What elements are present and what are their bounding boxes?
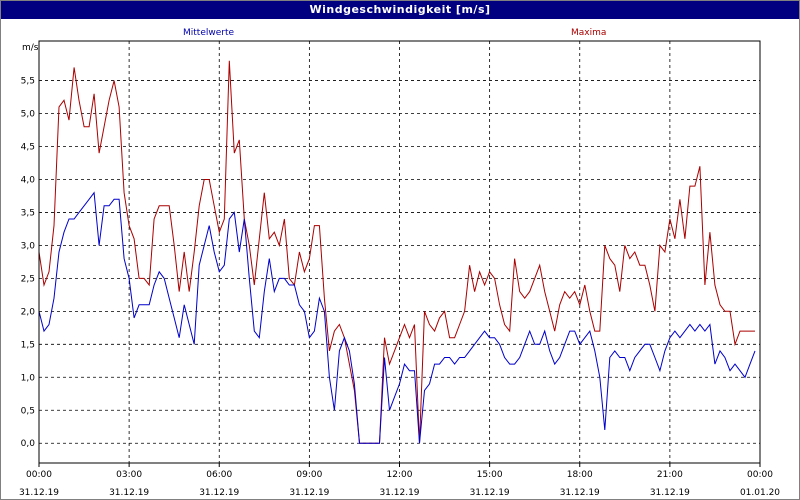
- x-tick-time: 06:00: [206, 470, 232, 480]
- y-tick-label: 3,0: [21, 241, 36, 251]
- x-tick-time: 21:00: [657, 470, 683, 480]
- legend-mittelwerte: Mittelwerte: [183, 28, 234, 38]
- x-tick-time: 12:00: [387, 470, 413, 480]
- x-tick-time: 03:00: [116, 470, 142, 480]
- wind-speed-chart: Mittelwerte Maxima m/s 0,0 0,5 1,0 1,5 2,0 2,…: [19, 28, 780, 498]
- x-tick-date: 31.12.19: [470, 488, 510, 498]
- y-axis-label: m/s: [22, 43, 39, 53]
- y-tick-label: 0,0: [21, 439, 36, 449]
- x-tick-time: 00:00: [26, 470, 52, 480]
- y-tick-label: 2,0: [21, 307, 36, 317]
- x-tick-time: 15:00: [477, 470, 503, 480]
- y-tick-label: 5,5: [21, 77, 35, 87]
- window-title: Windgeschwindigkeit [m/s]: [1, 1, 799, 19]
- y-tick-label: 4,5: [21, 143, 35, 153]
- grid: [38, 41, 761, 463]
- y-tick-label: 1,0: [21, 373, 36, 383]
- series-group: [38, 60, 756, 444]
- x-tick-time: 00:00: [747, 470, 773, 480]
- y-tick-label: 4,0: [21, 175, 36, 185]
- y-tick-label: 2,5: [21, 274, 35, 284]
- x-tick-date: 31.12.19: [289, 488, 329, 498]
- x-tick-date: 01.01.20: [740, 488, 780, 498]
- series-line-mittelwerte: [38, 191, 756, 444]
- series-line-maxima: [38, 60, 755, 444]
- x-tick-date: 31.12.19: [560, 488, 600, 498]
- legend-maxima: Maxima: [571, 28, 606, 38]
- y-tick-label: 0,5: [21, 406, 35, 416]
- y-tick-label: 3,5: [21, 208, 35, 218]
- x-tick-date: 31.12.19: [650, 488, 690, 498]
- x-tick-date: 31.12.19: [379, 488, 419, 498]
- x-tick-date: 31.12.19: [109, 488, 149, 498]
- x-tick-date: 31.12.19: [199, 488, 239, 498]
- y-ticks: 0,0 0,5 1,0 1,5 2,0 2,5 3,0 3,5 4,0 4,5 5,0 5,5: [21, 77, 36, 450]
- x-tick-time: 18:00: [567, 470, 593, 480]
- plot-frame: [38, 40, 761, 464]
- y-tick-label: 5,0: [21, 110, 36, 120]
- x-tick-date: 31.12.19: [19, 488, 59, 498]
- x-tick-time: 09:00: [296, 470, 322, 480]
- x-ticks: 00:00 31.12.19 03:00 31.12.19 06:00 31.12.19 0…: [19, 463, 780, 498]
- y-tick-label: 1,5: [21, 340, 35, 350]
